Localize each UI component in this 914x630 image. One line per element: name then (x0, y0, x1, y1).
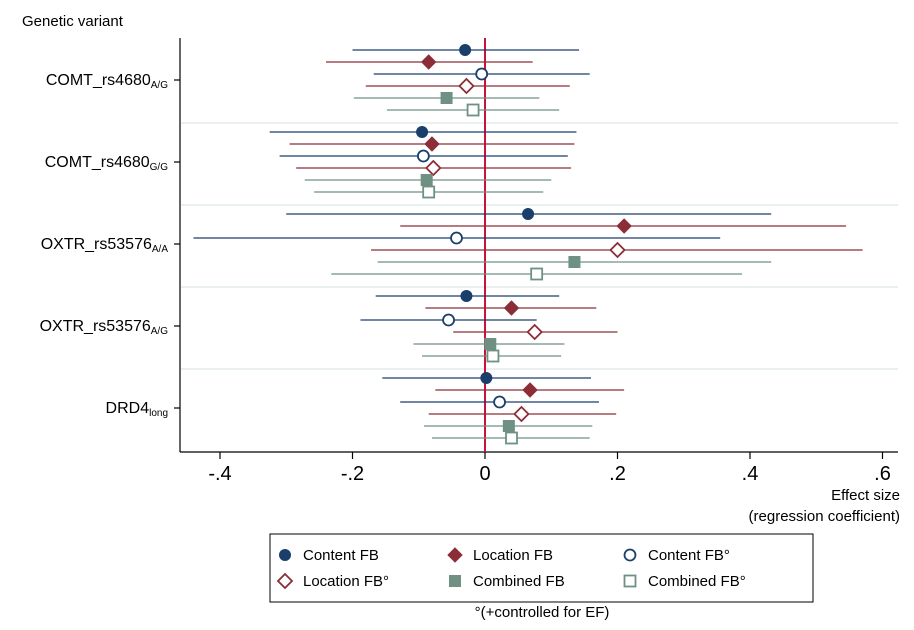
point-estimate (505, 431, 518, 445)
point-estimate (442, 313, 455, 327)
x-tick-label: .4 (742, 463, 759, 485)
x-tick-label: .6 (874, 463, 891, 485)
legend-label: Combined FB (473, 573, 565, 590)
point-estimate (526, 323, 543, 341)
point-estimate (484, 338, 497, 350)
point-estimate (486, 349, 500, 363)
point-estimate (425, 159, 442, 177)
point-estimate (609, 241, 626, 259)
x-tick-label: -.2 (341, 463, 364, 485)
legend-marker (279, 549, 291, 561)
point-estimate (420, 54, 437, 70)
point-estimate (522, 382, 538, 398)
point-estimate (480, 372, 493, 384)
point-estimate (513, 405, 530, 423)
legend-footnote: °(+controlled for EF) (475, 604, 610, 621)
y-tick-label: DRD4long (106, 400, 168, 419)
point-estimate (440, 92, 453, 104)
x-tick-label: -.4 (208, 463, 231, 485)
legend-marker (447, 547, 463, 563)
point-estimate (459, 44, 472, 56)
x-tick-label: .2 (609, 463, 626, 485)
legend-label: Content FB° (648, 547, 730, 564)
point-estimate (616, 218, 632, 234)
legend-label: Combined FB° (648, 573, 746, 590)
y-axis-title: Genetic variant (22, 13, 124, 30)
y-tick-label: OXTR_rs53576A/G (40, 318, 169, 337)
point-estimate (493, 395, 506, 409)
point-estimate (416, 149, 430, 163)
y-tick-label: COMT_rs4680A/G (46, 72, 168, 91)
y-tick-label: OXTR_rs53576A/A (41, 236, 169, 255)
point-estimate (568, 256, 581, 268)
point-estimate (416, 126, 429, 138)
x-axis-title-line1: Effect size (831, 487, 900, 504)
legend-marker (623, 548, 637, 562)
x-axis-title-line2: (regression coefficient) (749, 508, 900, 525)
point-estimate (530, 267, 544, 281)
legend-box (269, 533, 814, 603)
legend-label: Location FB° (303, 573, 389, 590)
legend-marker (623, 574, 637, 588)
point-estimate (458, 77, 475, 95)
point-estimate (466, 103, 480, 117)
y-tick-label: COMT_rs4680G/G (45, 154, 168, 173)
point-estimate (424, 136, 440, 152)
point-estimate (422, 185, 436, 199)
legend-marker (449, 575, 461, 587)
point-estimate (503, 300, 520, 316)
point-estimate (460, 290, 473, 302)
point-estimate (475, 67, 489, 81)
legend-marker (276, 572, 294, 590)
x-tick-label: 0 (479, 463, 490, 485)
point-estimate (420, 174, 433, 186)
point-estimate (450, 231, 463, 245)
point-estimate (502, 420, 515, 432)
legend-label: Location FB (473, 547, 553, 564)
point-estimate (522, 208, 535, 220)
legend-label: Content FB (303, 547, 379, 564)
